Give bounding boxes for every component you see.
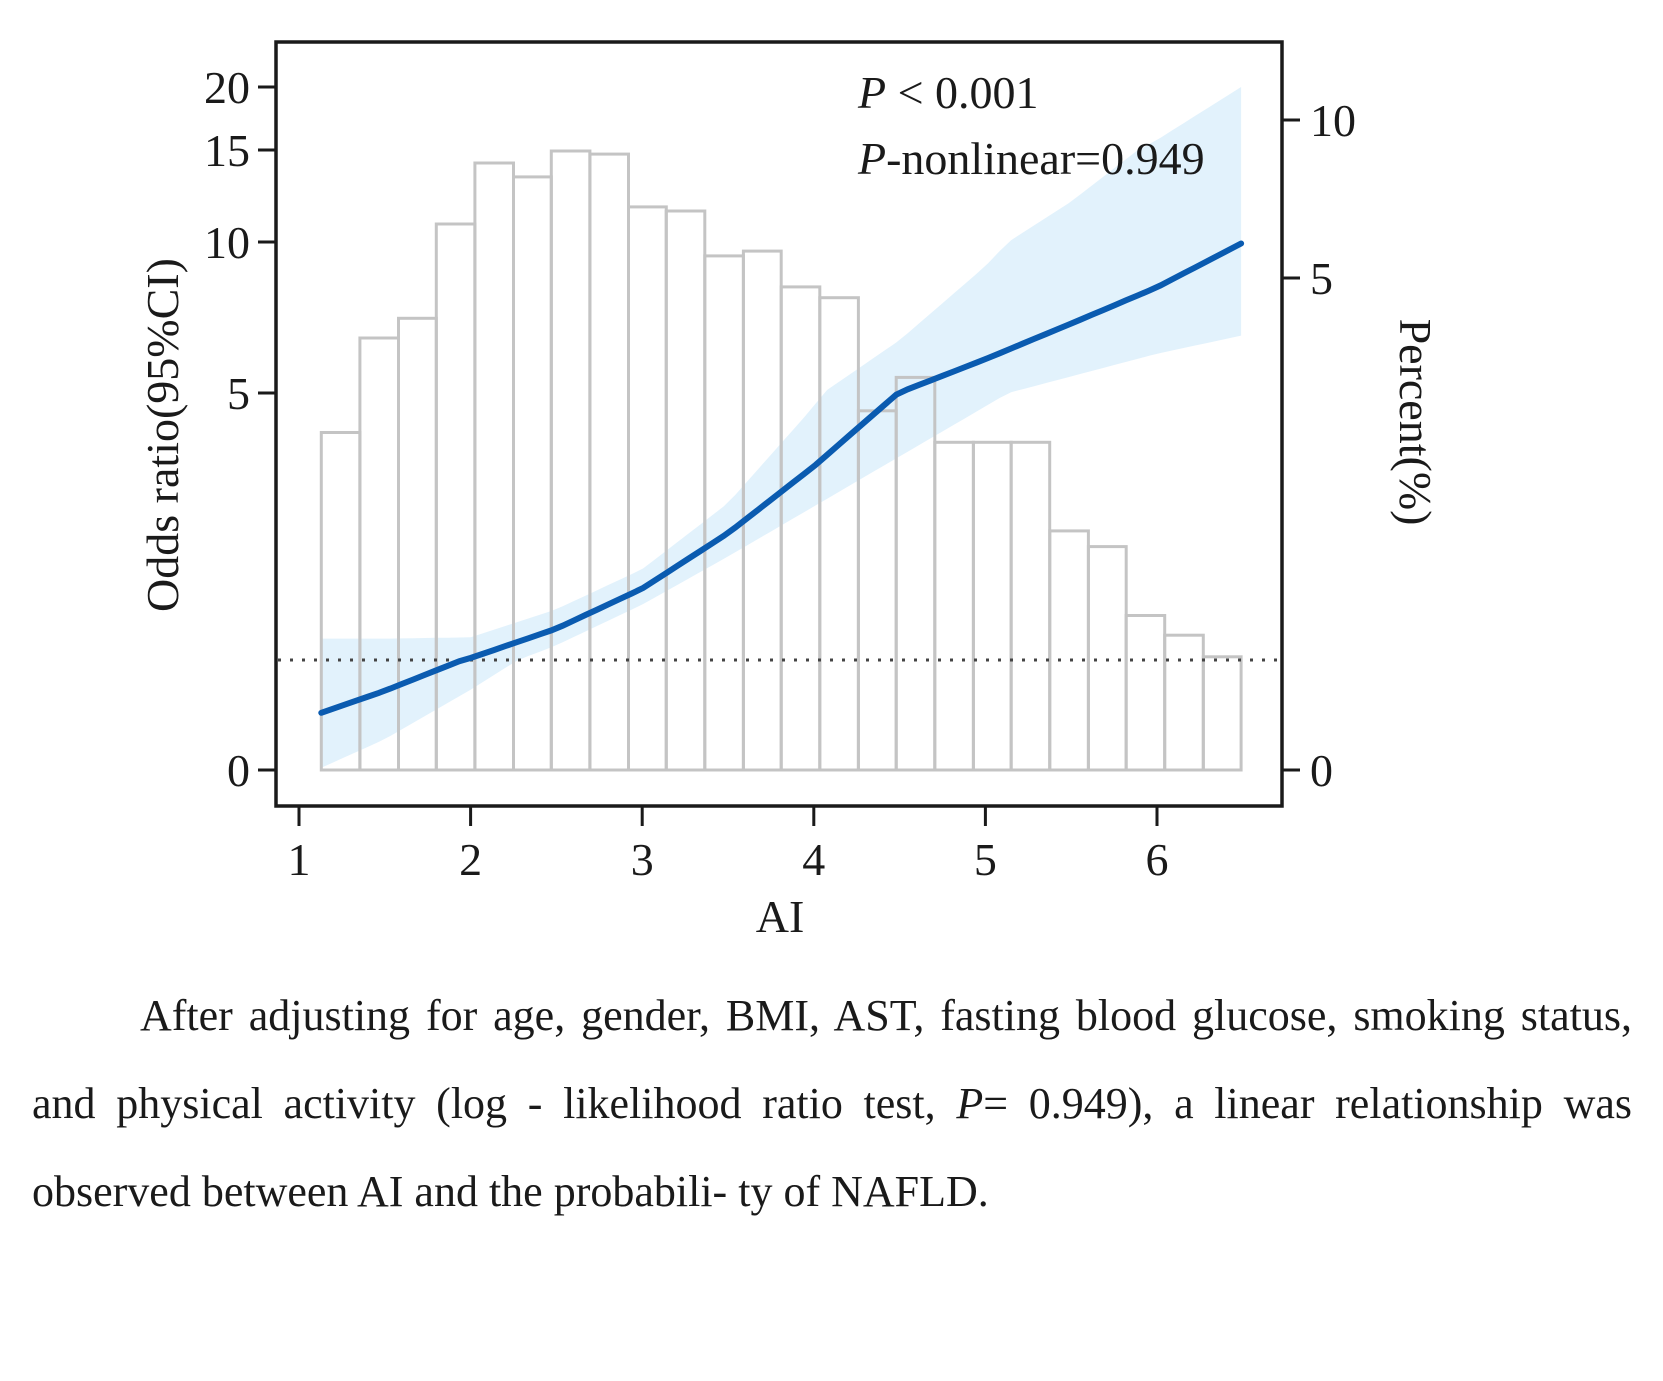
caption-p-symbol: P bbox=[956, 1079, 984, 1128]
y-right-tick-label: 10 bbox=[1310, 95, 1356, 146]
histogram-bar bbox=[549, 149, 592, 772]
x-tick-label: 3 bbox=[631, 834, 654, 885]
histogram-layer bbox=[319, 149, 1243, 772]
figure-caption: After adjusting for age, gender, BMI, AS… bbox=[32, 972, 1632, 1236]
histogram-bar bbox=[512, 175, 553, 772]
odds-ratio-curve bbox=[318, 240, 1245, 716]
y-left-tick-label: 0 bbox=[227, 745, 250, 796]
histogram-bar bbox=[1124, 614, 1167, 772]
histogram-bar bbox=[818, 296, 860, 772]
histogram-bar bbox=[588, 152, 631, 772]
y-axis-right-title: Percent(%) bbox=[1390, 319, 1441, 526]
caption-line-3: 0.949), a linear relationship was observ… bbox=[32, 1079, 1633, 1216]
histogram-bar bbox=[779, 285, 822, 772]
x-tick-label: 2 bbox=[459, 834, 482, 885]
histogram-bar bbox=[664, 209, 707, 772]
confidence-band-layer bbox=[321, 87, 1242, 768]
histogram-bar bbox=[1048, 529, 1090, 772]
x-tick-label: 4 bbox=[802, 834, 825, 885]
x-tick-label: 6 bbox=[1146, 834, 1169, 885]
confidence-band bbox=[321, 87, 1242, 768]
x-axis-title: AI bbox=[756, 891, 805, 942]
x-tick-label: 5 bbox=[974, 834, 997, 885]
caption-line-2b: = bbox=[983, 1079, 1009, 1128]
y-left-tick-label: 10 bbox=[204, 217, 250, 268]
caption-line-4: ty of NAFLD. bbox=[738, 1167, 989, 1216]
odds-ratio-curve-layer bbox=[318, 240, 1245, 716]
plot-frame bbox=[274, 40, 1284, 808]
histogram-bar bbox=[627, 205, 668, 772]
odds-ratio-chart: 1 2 3 4 5 6 0 5 10 15 20 0 5 10 P < 0.001 P-nonlinear… bbox=[137, 40, 1441, 942]
histogram-bar bbox=[1086, 545, 1128, 772]
y-right-tick-label: 0 bbox=[1310, 745, 1333, 796]
caption-paragraph: After adjusting for age, gender, BMI, AS… bbox=[32, 972, 1632, 1236]
p-value-annotation: P < 0.001 bbox=[857, 67, 1039, 118]
y-left-tick-label: 15 bbox=[204, 125, 250, 176]
caption-line-1: After adjusting for age, gender, BMI, AS… bbox=[140, 991, 1338, 1040]
y-left-tick-label: 5 bbox=[227, 368, 250, 419]
x-tick-label: 1 bbox=[288, 834, 311, 885]
histogram-bar bbox=[971, 440, 1013, 772]
y-axis-left-title: Odds ratio(95%CI) bbox=[137, 258, 188, 612]
histogram-bar bbox=[933, 440, 975, 772]
p-nonlinear-annotation: P-nonlinear=0.949 bbox=[857, 133, 1205, 184]
histogram-bar bbox=[1163, 633, 1205, 772]
histogram-bar bbox=[1009, 440, 1052, 772]
y-left-tick-label: 20 bbox=[204, 62, 250, 113]
axes-layer: 1 2 3 4 5 6 0 5 10 15 20 0 5 10 bbox=[204, 62, 1356, 885]
histogram-bar bbox=[1201, 655, 1243, 772]
caption-line-2a: smoking status, and physical activity (l… bbox=[32, 991, 1632, 1128]
y-right-tick-label: 5 bbox=[1310, 253, 1333, 304]
